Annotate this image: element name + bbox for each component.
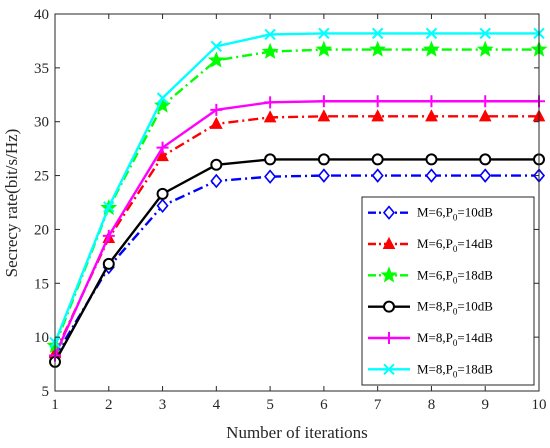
x-tick-label: 2 bbox=[105, 397, 113, 413]
data-point bbox=[317, 95, 330, 108]
data-point bbox=[422, 40, 440, 57]
data-point bbox=[317, 168, 330, 183]
legend-box bbox=[361, 196, 535, 386]
series-line bbox=[53, 158, 539, 363]
series-line bbox=[53, 100, 539, 356]
data-point bbox=[156, 141, 169, 154]
data-point bbox=[264, 169, 277, 184]
legend-label: M=8,P0=14dB bbox=[417, 330, 493, 348]
x-tick-label: 4 bbox=[213, 397, 221, 413]
data-point bbox=[476, 40, 494, 57]
x-tick-label: 3 bbox=[159, 397, 167, 413]
legend-marker bbox=[383, 332, 395, 344]
legend: M=6,P0=10dB M=6,P0=14dB M=6,P0=18dB M=8,P0=… bbox=[361, 196, 535, 386]
data-point bbox=[264, 153, 277, 166]
data-point bbox=[479, 168, 492, 183]
data-point bbox=[371, 95, 384, 108]
data-point bbox=[207, 51, 225, 68]
x-axis-label: Number of iterations bbox=[226, 423, 368, 442]
data-point bbox=[425, 27, 438, 40]
y-tick-label: 15 bbox=[34, 276, 49, 292]
y-tick-label: 30 bbox=[34, 115, 49, 131]
data-point bbox=[210, 103, 223, 116]
legend-item: M=6,P0=18dB bbox=[368, 266, 493, 285]
data-point bbox=[103, 201, 115, 213]
data-point bbox=[154, 96, 172, 113]
data-point bbox=[317, 109, 331, 122]
data-point bbox=[479, 95, 492, 108]
data-point bbox=[210, 116, 223, 129]
series-line bbox=[53, 115, 539, 354]
y-tick-label: 35 bbox=[34, 61, 49, 77]
data-point bbox=[369, 40, 387, 57]
data-point bbox=[156, 149, 169, 162]
data-point bbox=[264, 96, 277, 109]
legend-label: M=8,P0=18dB bbox=[417, 361, 493, 379]
data-point bbox=[371, 153, 384, 166]
legend-item: M=8,P0=18dB bbox=[368, 361, 493, 379]
axes-frame bbox=[54, 13, 540, 392]
data-point bbox=[425, 168, 438, 183]
data-point bbox=[264, 28, 276, 41]
legend-label: M=8,P0=10dB bbox=[417, 299, 493, 317]
legend-marker bbox=[383, 363, 395, 376]
legend-marker bbox=[382, 236, 396, 249]
data-point bbox=[210, 40, 223, 53]
data-point bbox=[102, 257, 115, 270]
data-point bbox=[156, 92, 169, 104]
data-point bbox=[425, 109, 438, 122]
data-point bbox=[102, 229, 115, 242]
y-axis-label: Secrecy rate(bit/s/Hz) bbox=[2, 129, 21, 278]
data-point bbox=[479, 153, 492, 166]
y-tick-label: 10 bbox=[34, 330, 49, 346]
data-point bbox=[478, 109, 492, 122]
data-point bbox=[425, 95, 438, 108]
y-tick-label: 25 bbox=[34, 169, 49, 185]
x-tick-label: 6 bbox=[320, 397, 328, 413]
y-tick-label: 20 bbox=[34, 222, 49, 238]
data-point bbox=[425, 153, 438, 166]
data-point bbox=[210, 158, 223, 171]
axes-layer: 1 2 3 4 5 6 7 8 9 10 5 10 15 20 25 30 35 40 bbox=[34, 7, 547, 413]
series-4 bbox=[49, 153, 545, 368]
legend-label: M=6,P0=18dB bbox=[417, 267, 493, 285]
data-point bbox=[371, 27, 384, 40]
data-point bbox=[210, 173, 223, 189]
legend-item: M=8,P0=10dB bbox=[368, 299, 493, 317]
y-tick-label: 40 bbox=[34, 7, 49, 23]
x-tick-label: 8 bbox=[428, 397, 436, 413]
legend-item: M=6,P0=10dB bbox=[368, 205, 493, 223]
data-point bbox=[261, 42, 279, 59]
x-tick-label: 10 bbox=[532, 397, 547, 413]
series-layer bbox=[46, 27, 548, 368]
series-line bbox=[53, 174, 539, 358]
data-point bbox=[371, 109, 384, 122]
data-point bbox=[318, 27, 330, 40]
data-point bbox=[371, 168, 384, 183]
series-line bbox=[53, 48, 539, 347]
legend-item: M=8,P0=14dB bbox=[368, 330, 493, 348]
x-tick-label: 9 bbox=[481, 397, 489, 413]
legend-marker bbox=[380, 266, 398, 283]
data-point bbox=[263, 110, 277, 123]
x-tick-label: 1 bbox=[51, 397, 59, 413]
series-line bbox=[53, 32, 539, 343]
legend-item: M=6,P0=14dB bbox=[368, 236, 493, 254]
x-tick-label: 7 bbox=[374, 397, 382, 413]
data-point bbox=[315, 40, 333, 57]
data-point bbox=[317, 153, 330, 166]
y-tick-label: 5 bbox=[42, 384, 50, 400]
x-tick-label: 5 bbox=[266, 397, 274, 413]
legend-label: M=6,P0=14dB bbox=[417, 236, 493, 254]
legend-marker bbox=[382, 205, 396, 220]
data-point bbox=[156, 198, 169, 213]
legend-label: M=6,P0=10dB bbox=[417, 205, 493, 223]
data-point bbox=[156, 187, 169, 200]
legend-marker bbox=[383, 300, 395, 313]
data-point bbox=[479, 27, 491, 40]
